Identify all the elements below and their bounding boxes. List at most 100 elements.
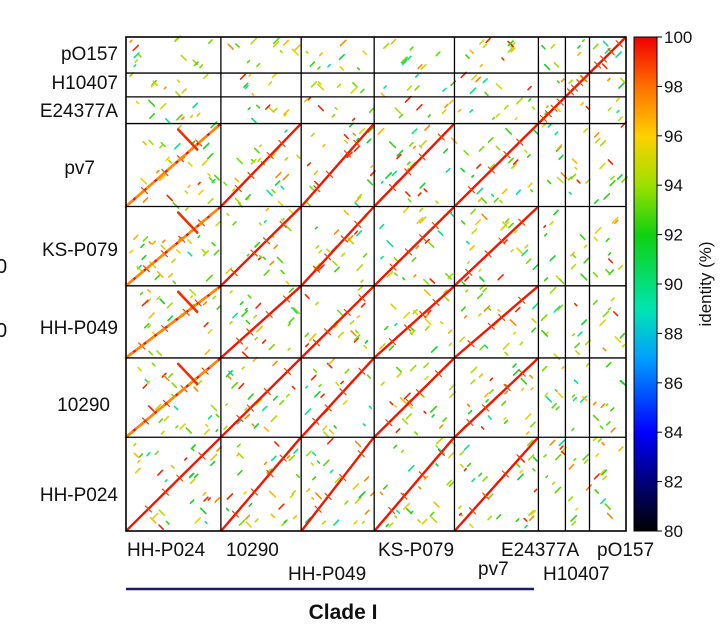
alignment-fragment <box>158 524 164 531</box>
alignment-fragment <box>202 491 207 497</box>
alignment-fragment <box>226 212 230 217</box>
alignment-fragment <box>493 197 499 203</box>
alignment-fragment <box>238 382 245 390</box>
alignment-fragment <box>549 255 556 262</box>
alignment-diagonal-mark <box>468 507 477 515</box>
alignment-fragment <box>139 291 144 296</box>
colorbar-tick-label: 82 <box>664 473 683 492</box>
alignment-fragment <box>465 289 469 293</box>
alignment-fragment <box>531 106 536 110</box>
alignment-fragment <box>380 180 384 184</box>
alignment-fragment <box>424 318 432 326</box>
alignment-fragment <box>254 147 260 154</box>
alignment-diagonal-mark <box>343 150 352 158</box>
alignment-diagonal-mark <box>325 170 334 178</box>
alignment-fragment <box>409 331 413 336</box>
alignment-fragment <box>355 230 363 237</box>
alignment-fragment <box>253 314 258 319</box>
alignment-fragment <box>354 334 361 341</box>
alignment-fragment <box>488 388 494 394</box>
colorbar-tick-label: 100 <box>664 28 692 47</box>
row-label-ks-p079: KS-P079 <box>42 240 118 261</box>
alignment-fragment <box>439 321 444 325</box>
alignment-fragment <box>459 336 466 343</box>
alignment-fragment <box>286 455 291 459</box>
alignment-diagonal-mark <box>266 151 274 160</box>
alignment-dash <box>135 270 145 279</box>
alignment-fragment <box>574 342 581 349</box>
alignment-fragment <box>557 304 564 311</box>
alignment-fragment <box>501 57 505 61</box>
alignment-fragment <box>417 63 423 70</box>
alignment-diagonal-mark <box>498 237 506 245</box>
alignment-fragment <box>305 450 312 457</box>
alignment-fragment <box>520 377 528 385</box>
alignment-fragment <box>367 126 375 133</box>
alignment-fragment <box>159 298 166 305</box>
alignment-fragment <box>495 83 503 90</box>
alignment-fragment <box>438 424 444 429</box>
left-edge-fragment-2: 0 <box>0 320 7 342</box>
alignment-fragment <box>335 381 340 387</box>
alignment-fragment <box>471 174 475 178</box>
alignment-fragment <box>129 39 133 43</box>
alignment-diagonal <box>220 437 302 532</box>
alignment-fragment <box>529 189 534 193</box>
alignment-fragment <box>527 182 533 188</box>
alignment-fragment <box>470 208 477 215</box>
alignment-fragment <box>201 248 207 254</box>
alignment-fragment <box>142 197 149 203</box>
alignment-fragment <box>396 372 403 378</box>
colorbar-tick-label: 80 <box>664 522 683 541</box>
alignment-fragment <box>314 492 323 500</box>
alignment-fragment <box>185 427 192 434</box>
alignment-fragment <box>379 343 386 350</box>
alignment-fragment <box>550 43 556 49</box>
alignment-fragment <box>414 85 420 91</box>
alignment-fragment <box>615 97 620 102</box>
alignment-diagonal-mark <box>594 61 602 69</box>
alignment-fragment <box>291 385 296 390</box>
alignment-diagonal-mark <box>418 471 426 479</box>
alignment-fragment <box>512 368 520 376</box>
alignment-fragment <box>197 181 201 185</box>
alignment-fragment <box>251 423 255 427</box>
alignment-fragment <box>457 108 462 113</box>
alignment-fragment <box>254 241 261 248</box>
alignment-fragment <box>614 219 619 224</box>
alignment-fragment <box>267 106 275 113</box>
alignment-fragment <box>585 105 590 111</box>
alignment-fragment <box>277 200 284 207</box>
alignment-dash <box>176 362 199 386</box>
alignment-dash <box>198 217 208 226</box>
alignment-fragment <box>356 67 361 71</box>
alignment-fragment <box>177 125 182 130</box>
alignment-fragment <box>489 377 494 382</box>
alignment-diagonal <box>220 285 302 359</box>
alignment-fragment <box>225 267 233 274</box>
alignment-fragment <box>470 74 478 81</box>
alignment-fragment <box>499 199 503 204</box>
alignment-fragment <box>580 319 588 326</box>
row-label-hh-p024: HH-P024 <box>40 485 119 506</box>
alignment-fragment <box>147 324 152 329</box>
alignment-fragment <box>603 192 611 200</box>
alignment-fragment <box>189 499 195 505</box>
alignment-fragment <box>142 236 149 242</box>
alignment-fragment <box>482 43 488 49</box>
alignment-fragment <box>154 274 160 281</box>
alignment-fragment <box>189 114 194 119</box>
alignment-diagonal-mark <box>246 328 254 336</box>
alignment-fragment <box>310 462 315 466</box>
alignment-dash <box>209 208 219 217</box>
alignment-fragment <box>477 312 482 317</box>
alignment-fragment <box>333 425 337 429</box>
alignment-fragment <box>393 272 398 277</box>
row-label-po157: pO157 <box>61 44 118 65</box>
alignment-fragment <box>504 218 510 223</box>
col-label-e24377a: E24377A <box>501 540 580 561</box>
alignment-fragment <box>370 165 374 169</box>
alignment-fragment <box>487 493 494 500</box>
alignment-diagonal-mark <box>437 133 445 141</box>
alignment-diagonal-mark <box>566 88 575 96</box>
